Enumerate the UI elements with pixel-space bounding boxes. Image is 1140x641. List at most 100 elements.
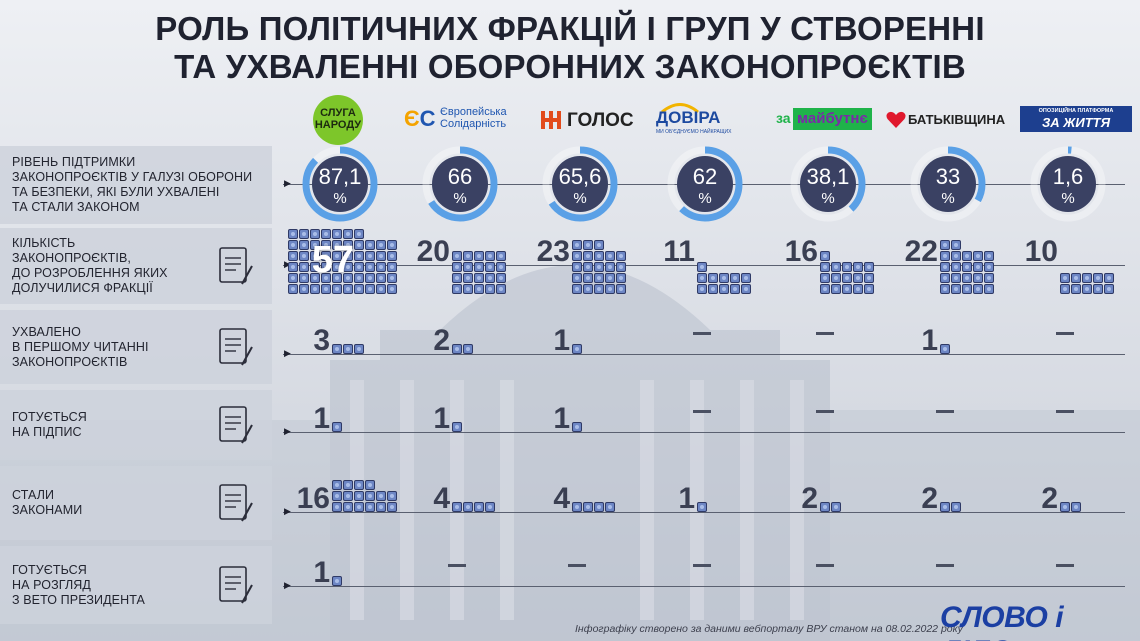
- bill-square: [940, 240, 950, 250]
- row-label-line: ЗАКОНАМИ: [12, 503, 83, 517]
- bill-square: [973, 273, 983, 283]
- count-value: 22: [904, 235, 938, 268]
- bill-square: [343, 344, 353, 354]
- bill-square: [376, 262, 386, 272]
- support-gauge: [667, 146, 743, 222]
- bill-square: [605, 273, 615, 283]
- bill-square: [310, 262, 320, 272]
- no-data-dash: [448, 564, 466, 567]
- count-value: 2: [801, 482, 818, 515]
- bill-square: [376, 284, 386, 294]
- bill-square: [605, 262, 615, 272]
- row-label: ГОТУЄТЬСЯ НА ПІДПИС: [12, 410, 87, 440]
- logo-batkivshchyna: БАТЬКІВЩИНА: [886, 106, 1010, 134]
- bill-square: [973, 251, 983, 261]
- percent-sign: %: [453, 190, 467, 207]
- arrow-icon: ▶: [284, 426, 291, 436]
- bill-square: [951, 502, 961, 512]
- bill-square: [616, 251, 626, 261]
- bill-square: [343, 273, 353, 283]
- bill-square: [962, 262, 972, 272]
- bill-square: [299, 229, 309, 239]
- batkivshchyna-logo-text: БАТЬКІВЩИНА: [908, 112, 1006, 127]
- bill-square: [984, 284, 994, 294]
- bill-square: [741, 273, 751, 283]
- bill-square: [973, 284, 983, 294]
- bill-square: [299, 262, 309, 272]
- row-label: ГОТУЄТЬСЯ НА РОЗГЛЯД З ВЕТО ПРЕЗИДЕНТА: [12, 563, 145, 608]
- bill-square: [332, 344, 342, 354]
- count-value: 11: [663, 235, 695, 268]
- bill-square: [730, 273, 740, 283]
- count-value: 57: [311, 239, 354, 281]
- count-value: 16: [784, 235, 818, 268]
- row-label-background: [0, 146, 272, 224]
- bill-square: [332, 491, 342, 501]
- gauge-center: [677, 156, 733, 212]
- no-data-dash: [693, 410, 711, 413]
- sluha-narodu-logo-icon: [313, 95, 363, 145]
- bill-square: [474, 251, 484, 261]
- bill-square: [452, 262, 462, 272]
- book-hand-icon: [219, 484, 253, 522]
- arrow-icon: ▶: [284, 178, 291, 188]
- bill-square: [572, 502, 582, 512]
- bill-square: [452, 344, 462, 354]
- row-label-line: КІЛЬКІСТЬ: [12, 236, 76, 250]
- count-value: 2: [921, 482, 938, 515]
- bill-square: [452, 273, 462, 283]
- no-data-dash: [568, 564, 586, 567]
- gauge-arc: [542, 146, 618, 222]
- bill-square: [452, 284, 462, 294]
- bill-square: [940, 251, 950, 261]
- bill-square: [962, 284, 972, 294]
- row-label-background: [0, 228, 272, 304]
- bill-square: [452, 502, 462, 512]
- bill-square: [831, 284, 841, 294]
- row-label-line: ГОТУЄТЬСЯ: [12, 410, 87, 424]
- bill-square: [387, 262, 397, 272]
- no-data-dash: [816, 332, 834, 335]
- count-value: 23: [536, 235, 570, 268]
- dovira-logo-subtitle: МИ ОБ'ЄДНУЄМО НАЙКРАЩИХ: [656, 129, 732, 135]
- bill-square: [951, 284, 961, 294]
- gauge-center: [920, 156, 976, 212]
- bill-square: [332, 251, 342, 261]
- support-gauge: [422, 146, 498, 222]
- row-label-background: [0, 390, 272, 460]
- row-label-line: ГОТУЄТЬСЯ: [12, 562, 87, 577]
- bill-square: [820, 262, 830, 272]
- bill-square: [572, 262, 582, 272]
- bill-square: [708, 284, 718, 294]
- bill-square: [332, 576, 342, 586]
- arrow-icon: ▶: [284, 259, 291, 270]
- dovira-arc-icon: [661, 103, 699, 113]
- bill-square: [387, 502, 397, 512]
- bill-square: [1071, 502, 1081, 512]
- bill-square: [485, 262, 495, 272]
- bill-square: [973, 262, 983, 272]
- bill-square: [299, 240, 309, 250]
- row-label-line: НА ПІДПИС: [12, 425, 82, 439]
- bill-square: [940, 273, 950, 283]
- bill-square: [485, 284, 495, 294]
- bill-square: [1104, 284, 1114, 294]
- gauge-center: [800, 156, 856, 212]
- bill-square: [376, 502, 386, 512]
- documents-icon: [219, 328, 253, 366]
- bill-square: [594, 262, 604, 272]
- count-value: 3: [313, 324, 330, 357]
- checklist-icon: [219, 566, 253, 604]
- bill-square: [387, 491, 397, 501]
- sluha-narodu-logo-line2: НАРОДУ: [314, 119, 362, 131]
- bill-square: [321, 273, 331, 283]
- bill-square: [820, 502, 830, 512]
- bill-square: [299, 273, 309, 283]
- count-value: 1: [553, 402, 570, 435]
- dovira-logo-text: ДОВІРА: [656, 108, 721, 127]
- percent-sign: %: [698, 190, 712, 207]
- bill-square: [853, 284, 863, 294]
- bill-square: [951, 251, 961, 261]
- bill-square: [376, 491, 386, 501]
